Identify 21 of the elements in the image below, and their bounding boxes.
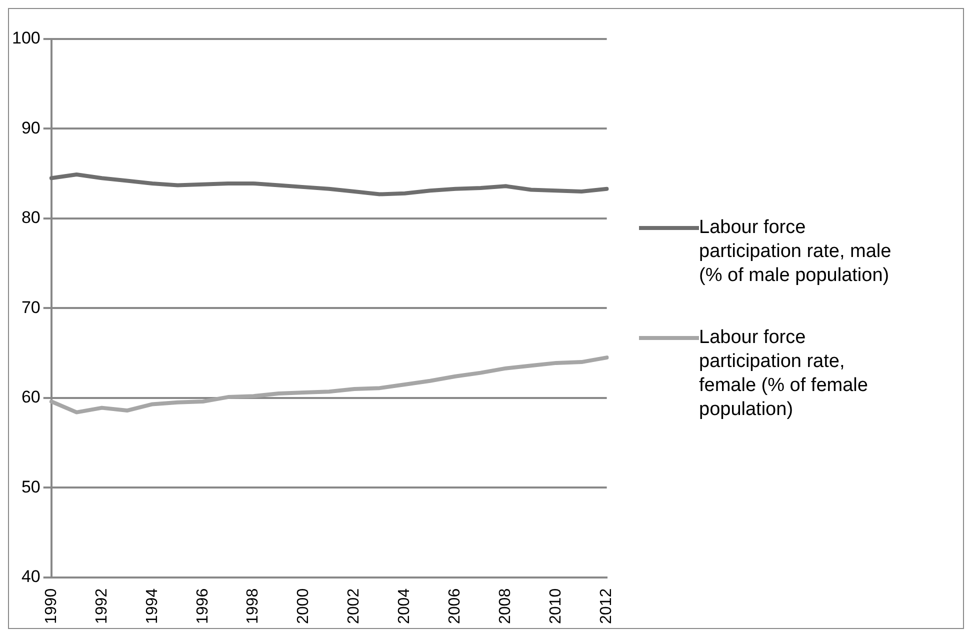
y-tick-label: 100 <box>12 28 40 48</box>
x-tick-label: 1996 <box>194 588 212 624</box>
x-tick-label: 2002 <box>346 588 363 624</box>
x-tick-label: 1994 <box>144 588 161 624</box>
x-tick-label: 2004 <box>396 588 414 624</box>
x-tick-label: 1998 <box>244 588 262 624</box>
legend-label: Labour force participation rate, male (% of male population) <box>699 216 892 288</box>
y-tick-label: 80 <box>21 208 40 228</box>
x-tick-label: 2010 <box>548 588 565 624</box>
x-tick-label: 1992 <box>93 588 110 624</box>
y-tick-label: 40 <box>21 567 40 586</box>
x-tick-label: 2008 <box>497 588 514 624</box>
x-tick-label: 1990 <box>42 588 60 624</box>
y-tick-label: 70 <box>21 298 40 317</box>
y-tick-label: 90 <box>21 118 40 138</box>
y-tick-label: 60 <box>21 388 40 407</box>
x-tick-label: 2006 <box>446 588 464 624</box>
legend-label: Labour force participation rate, female (% of female population) <box>699 326 869 422</box>
x-tick-label: 2012 <box>598 588 616 624</box>
y-tick-label: 50 <box>21 477 40 496</box>
x-tick-label: 2000 <box>295 588 312 624</box>
